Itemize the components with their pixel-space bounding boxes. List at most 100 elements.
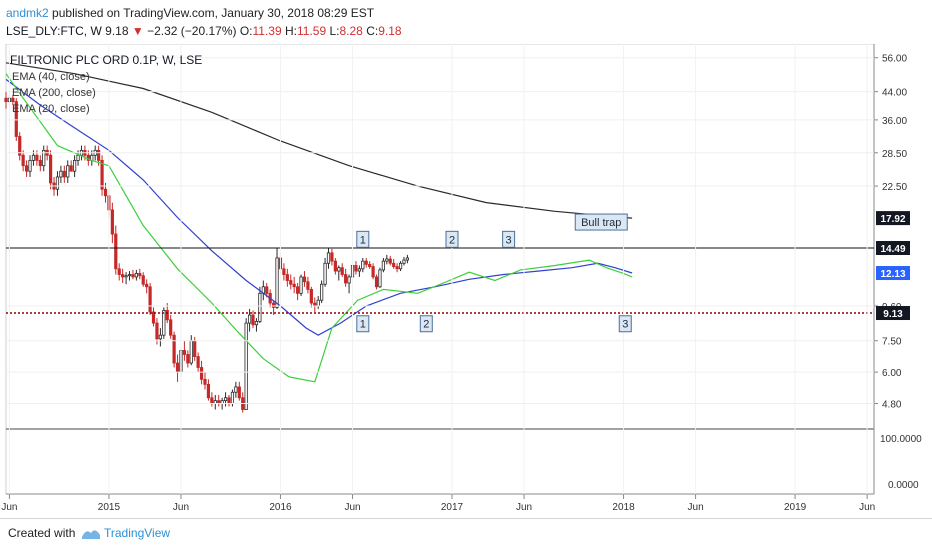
candle-body <box>405 257 410 261</box>
candle-body <box>364 260 368 265</box>
candle-body <box>381 260 385 271</box>
candle-body <box>151 311 156 324</box>
open-label: O: <box>239 24 253 38</box>
candle-body <box>388 258 392 264</box>
candle-body <box>244 322 248 410</box>
candle-body <box>131 274 135 278</box>
candle-body <box>402 259 406 264</box>
candle-body <box>247 314 252 324</box>
price-tag-label: 14.49 <box>880 244 905 255</box>
candle-body <box>254 321 259 326</box>
candle-body <box>11 97 15 102</box>
annotation-label: 1 <box>360 234 366 246</box>
candle-body <box>395 266 399 270</box>
annotation-label: Bull trap <box>581 217 621 229</box>
y-tick-label: 56.00 <box>882 54 907 65</box>
candle-body <box>258 292 262 322</box>
annotation-box <box>445 230 459 248</box>
candle-body <box>169 319 173 336</box>
candle-body <box>62 170 66 178</box>
x-tick-label: 2019 <box>784 502 807 513</box>
candle-body <box>14 101 18 137</box>
candle-body <box>21 154 25 167</box>
candle-body <box>145 283 149 288</box>
annotation-label: 2 <box>423 319 429 331</box>
candle-body <box>292 283 296 288</box>
chart-title: FILTRONIC PLC ORD 0.1P, W, LSE <box>10 53 202 67</box>
y-tick-label: 28.50 <box>882 149 907 160</box>
candle-body <box>210 397 214 404</box>
x-tick-label: Jun <box>344 502 360 513</box>
price-tag-box <box>876 241 910 256</box>
candle-body <box>282 268 286 275</box>
high-value: 11.59 <box>297 24 327 38</box>
candle-body <box>182 350 187 355</box>
price-chart[interactable]: 56.0044.0036.0028.5022.509.607.506.004.8… <box>0 44 932 518</box>
candle-body <box>162 310 166 336</box>
x-tick-label: 2017 <box>441 502 464 513</box>
lower-pane-tick-0: 0.0000 <box>888 480 919 491</box>
ema40-line <box>5 78 633 336</box>
candle-body <box>127 274 132 277</box>
tradingview-brand-link[interactable]: TradingView <box>104 526 171 540</box>
candle-body <box>97 149 101 161</box>
candle-body <box>124 275 128 278</box>
annotation-box <box>356 315 370 333</box>
candle-body <box>193 340 197 357</box>
price-axis-ticks: 56.0044.0036.0028.5022.509.607.506.004.8… <box>6 54 907 411</box>
footer-bar: Created with TradingView <box>0 518 932 551</box>
candle-body <box>374 276 379 288</box>
price-tag-box <box>876 211 910 226</box>
y-tick-label: 36.00 <box>882 116 907 127</box>
lower-pane: 100.0000 0.0000 <box>880 434 922 491</box>
legend-ema40: EMA (40, close) <box>12 71 90 83</box>
quote-line: LSE_DLY:FTC, W 9.18 ▼ −2.32 (−20.17%) O:… <box>6 24 402 38</box>
candle-body <box>49 154 53 184</box>
candle-body <box>316 299 320 307</box>
close-value: 9.18 <box>378 24 402 38</box>
price-tag-label: 12.13 <box>880 269 905 280</box>
candle-body <box>299 276 303 294</box>
candle-body <box>28 159 32 172</box>
candle-body <box>59 170 63 178</box>
created-with-text: Created with <box>8 526 76 540</box>
candle-body <box>18 136 22 156</box>
candle-body <box>165 310 169 321</box>
candle-body <box>206 383 211 399</box>
y-tick-label: 6.00 <box>882 368 902 379</box>
high-label: H: <box>285 24 297 38</box>
candle-body <box>73 159 77 172</box>
candle-body <box>272 302 276 308</box>
x-tick-label: 2016 <box>269 502 292 513</box>
annotation-label: 3 <box>622 319 628 331</box>
price-tag-label: 9.13 <box>883 309 903 320</box>
candle-body <box>265 286 269 294</box>
candle-body <box>237 386 241 399</box>
candle-body <box>285 274 289 281</box>
candle-body <box>4 97 8 102</box>
x-tick-label: Jun <box>1 502 17 513</box>
candle-body <box>227 397 231 404</box>
price-tag-label: 17.92 <box>880 214 905 225</box>
change-arrow-icon: ▼ <box>131 24 144 38</box>
candle-body <box>234 386 238 393</box>
author-link[interactable]: andmk2 <box>6 6 49 20</box>
price-change: −2.32 (−20.17%) <box>147 24 237 38</box>
last-price: 9.18 <box>105 24 129 38</box>
candle-body <box>347 276 351 284</box>
candle-body <box>333 260 337 272</box>
candle-body <box>296 286 300 294</box>
candle-body <box>309 288 313 304</box>
candle-body <box>35 154 39 161</box>
candle-body <box>189 340 193 364</box>
candle-body <box>69 165 73 172</box>
candle-body <box>223 397 228 402</box>
candle-body <box>354 265 358 272</box>
candle-body <box>121 274 125 278</box>
candle-body <box>337 267 341 272</box>
candle-body <box>138 272 142 277</box>
candles-layer <box>4 91 410 413</box>
y-tick-label: 22.50 <box>882 182 907 193</box>
candle-body <box>289 280 293 285</box>
candle-body <box>155 322 159 340</box>
